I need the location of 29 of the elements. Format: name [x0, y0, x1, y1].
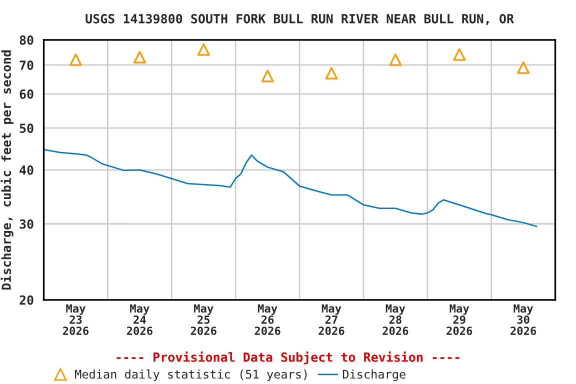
x-tick-label: May 26 2026 [254, 304, 280, 336]
y-axis-title: Discharge, cubic feet per second [0, 50, 14, 290]
y-tick-label: 60 [20, 89, 34, 99]
point [453, 48, 466, 61]
point [133, 50, 146, 64]
y-tick-label: 80 [20, 35, 34, 45]
y-tick-label: 50 [20, 124, 34, 133]
legend-label: Median daily statistic (51 years) [75, 369, 307, 381]
x-tick-label: May 23 2026 [62, 304, 89, 336]
y-tick-label: 30 [20, 219, 34, 229]
point [261, 70, 274, 82]
point [325, 66, 338, 80]
point [197, 43, 210, 56]
x-tick-label: May 29 2026 [446, 304, 472, 336]
point [517, 61, 530, 74]
text: ---- Provisional Data Subject to Revision ---- [116, 352, 460, 364]
y-tick-label: 70 [20, 60, 34, 70]
x-tick-label: May 24 2026 [126, 304, 152, 336]
legend-label: Discharge [342, 370, 406, 382]
x-tick-label: May 30 2026 [510, 304, 536, 336]
x-tick-label: May 28 2026 [382, 304, 408, 336]
x-tick-label: May 27 2026 [318, 304, 344, 336]
point [389, 53, 402, 66]
chart-title: USGS 14139800 SOUTH FORK BULL RUN RIVER NEAR BULL RUN, OR [86, 14, 514, 26]
line-series [44, 148, 538, 228]
x-tick-label: May 25 2026 [190, 304, 216, 336]
point [70, 53, 82, 66]
y-tick-label: 40 [20, 165, 34, 175]
y-tick-label: 20 [20, 295, 34, 305]
